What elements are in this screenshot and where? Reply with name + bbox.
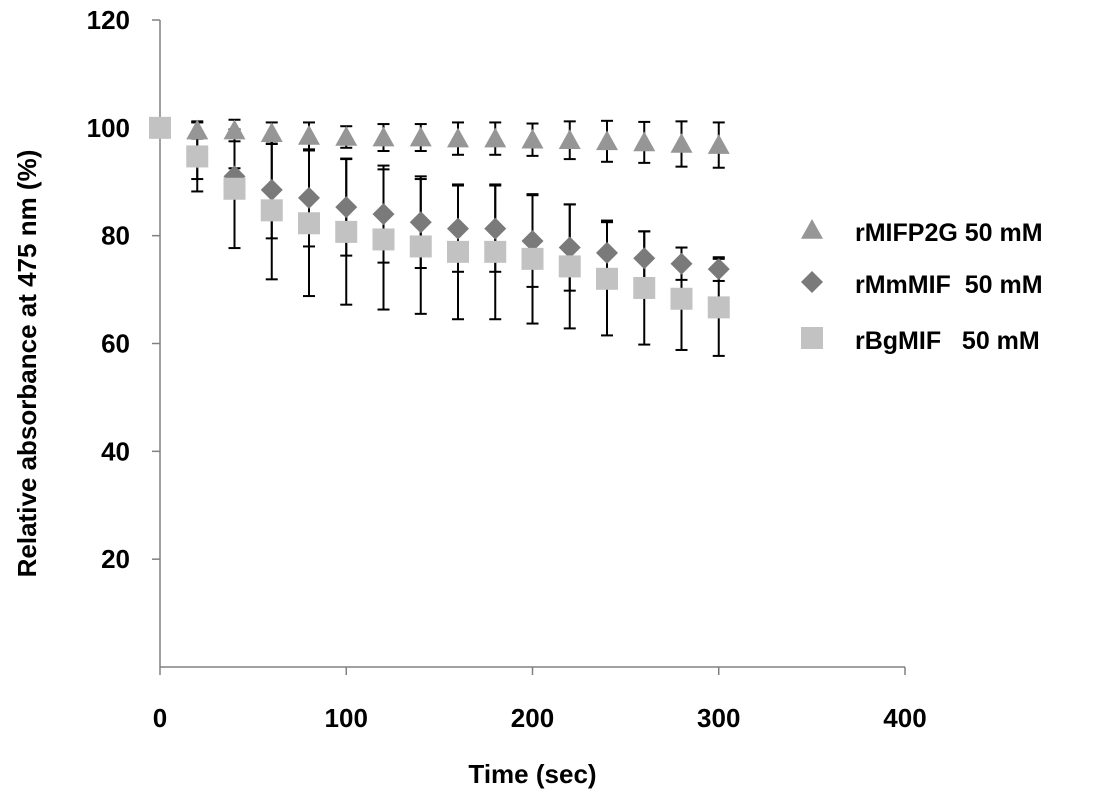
data-point [260, 178, 283, 201]
y-tick-label: 60 [101, 329, 130, 359]
data-point [409, 211, 432, 234]
data-point [670, 287, 693, 310]
data-point [335, 125, 358, 146]
data-point [558, 129, 581, 150]
data-point [558, 236, 581, 259]
data-point [447, 240, 469, 263]
data-point [707, 296, 730, 319]
x-tick-label: 300 [697, 703, 740, 733]
data-point [670, 252, 693, 275]
y-tick-label: 20 [101, 544, 130, 574]
data-point [521, 230, 544, 253]
legend-marker [801, 219, 823, 239]
x-tick-label: 100 [325, 703, 368, 733]
data-point [596, 241, 618, 264]
legend-marker [801, 327, 823, 349]
data-point [298, 124, 320, 145]
data-point [521, 247, 544, 270]
legend-label: rMIFP2G 50 mM [855, 219, 1043, 247]
legend: rMIFP2G 50 mM rMmMIF 50 mM rBgMIF 50 mM [801, 219, 1043, 355]
data-point [260, 122, 283, 143]
data-point [670, 133, 693, 153]
data-point [633, 131, 656, 152]
data-point [596, 267, 618, 290]
data-point [484, 217, 507, 240]
data-point [484, 127, 507, 148]
data-point [372, 228, 395, 251]
data-point [149, 116, 171, 139]
data-points [149, 116, 730, 319]
legend-label: rMmMIF 50 mM [855, 271, 1043, 299]
data-point [260, 199, 283, 222]
x-tick-label: 400 [883, 703, 926, 733]
y-axis-title: Relative absorbance at 475 nm (%) [12, 150, 42, 578]
data-point [707, 134, 730, 154]
data-point [298, 186, 320, 209]
data-point [707, 258, 730, 281]
data-point [223, 119, 246, 140]
y-tick-label: 80 [101, 221, 130, 251]
y-tick-label: 40 [101, 436, 130, 466]
data-point [633, 276, 656, 299]
ticks: 20 40 60 80 100 120 0 100 200 300 400 [87, 5, 927, 733]
data-point [223, 177, 246, 200]
data-point [409, 126, 432, 147]
data-point [447, 217, 469, 240]
data-point [372, 126, 395, 147]
data-point [298, 212, 320, 235]
y-tick-label: 100 [87, 113, 130, 143]
data-point [484, 240, 507, 263]
data-point [633, 247, 656, 270]
x-tick-label: 0 [153, 703, 167, 733]
data-point [521, 128, 544, 149]
error-bars [154, 118, 725, 357]
legend-label: rBgMIF 50 mM [855, 327, 1040, 355]
data-point [186, 119, 209, 140]
axes [159, 20, 905, 668]
data-point [558, 255, 581, 278]
x-axis-title: Time (sec) [468, 759, 596, 789]
data-point [335, 220, 358, 243]
data-point [372, 203, 395, 226]
data-point [409, 235, 432, 258]
data-point [447, 127, 469, 148]
y-tick-label: 120 [87, 5, 130, 35]
data-point [335, 196, 358, 219]
data-point [596, 130, 618, 151]
x-tick-label: 200 [511, 703, 554, 733]
data-point [186, 145, 209, 168]
legend-marker [801, 271, 823, 293]
